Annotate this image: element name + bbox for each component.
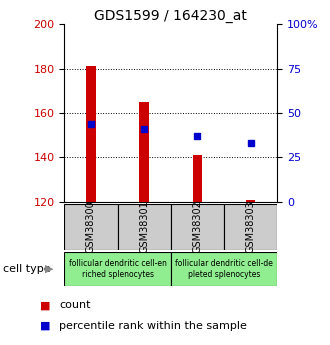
Title: GDS1599 / 164230_at: GDS1599 / 164230_at <box>94 9 247 23</box>
Bar <box>171 252 277 286</box>
Bar <box>224 204 277 250</box>
Text: GSM38303: GSM38303 <box>246 200 256 253</box>
Bar <box>193 155 202 202</box>
Bar <box>117 204 171 250</box>
Text: follicular dendritic cell-en
riched splenocytes: follicular dendritic cell-en riched sple… <box>69 259 167 279</box>
Text: count: count <box>59 300 91 310</box>
Text: percentile rank within the sample: percentile rank within the sample <box>59 321 247 331</box>
Bar <box>246 200 255 202</box>
Bar <box>171 204 224 250</box>
Text: ■: ■ <box>40 300 50 310</box>
Text: GSM38300: GSM38300 <box>86 200 96 253</box>
Bar <box>86 66 96 202</box>
Text: follicular dendritic cell-de
pleted splenocytes: follicular dendritic cell-de pleted sple… <box>175 259 273 279</box>
Text: GSM38301: GSM38301 <box>139 200 149 253</box>
Bar <box>64 204 117 250</box>
Text: ■: ■ <box>40 321 50 331</box>
Text: cell type: cell type <box>3 264 51 274</box>
Bar <box>64 252 171 286</box>
Text: ▶: ▶ <box>45 264 54 274</box>
Text: GSM38302: GSM38302 <box>192 200 202 253</box>
Bar <box>139 102 149 202</box>
